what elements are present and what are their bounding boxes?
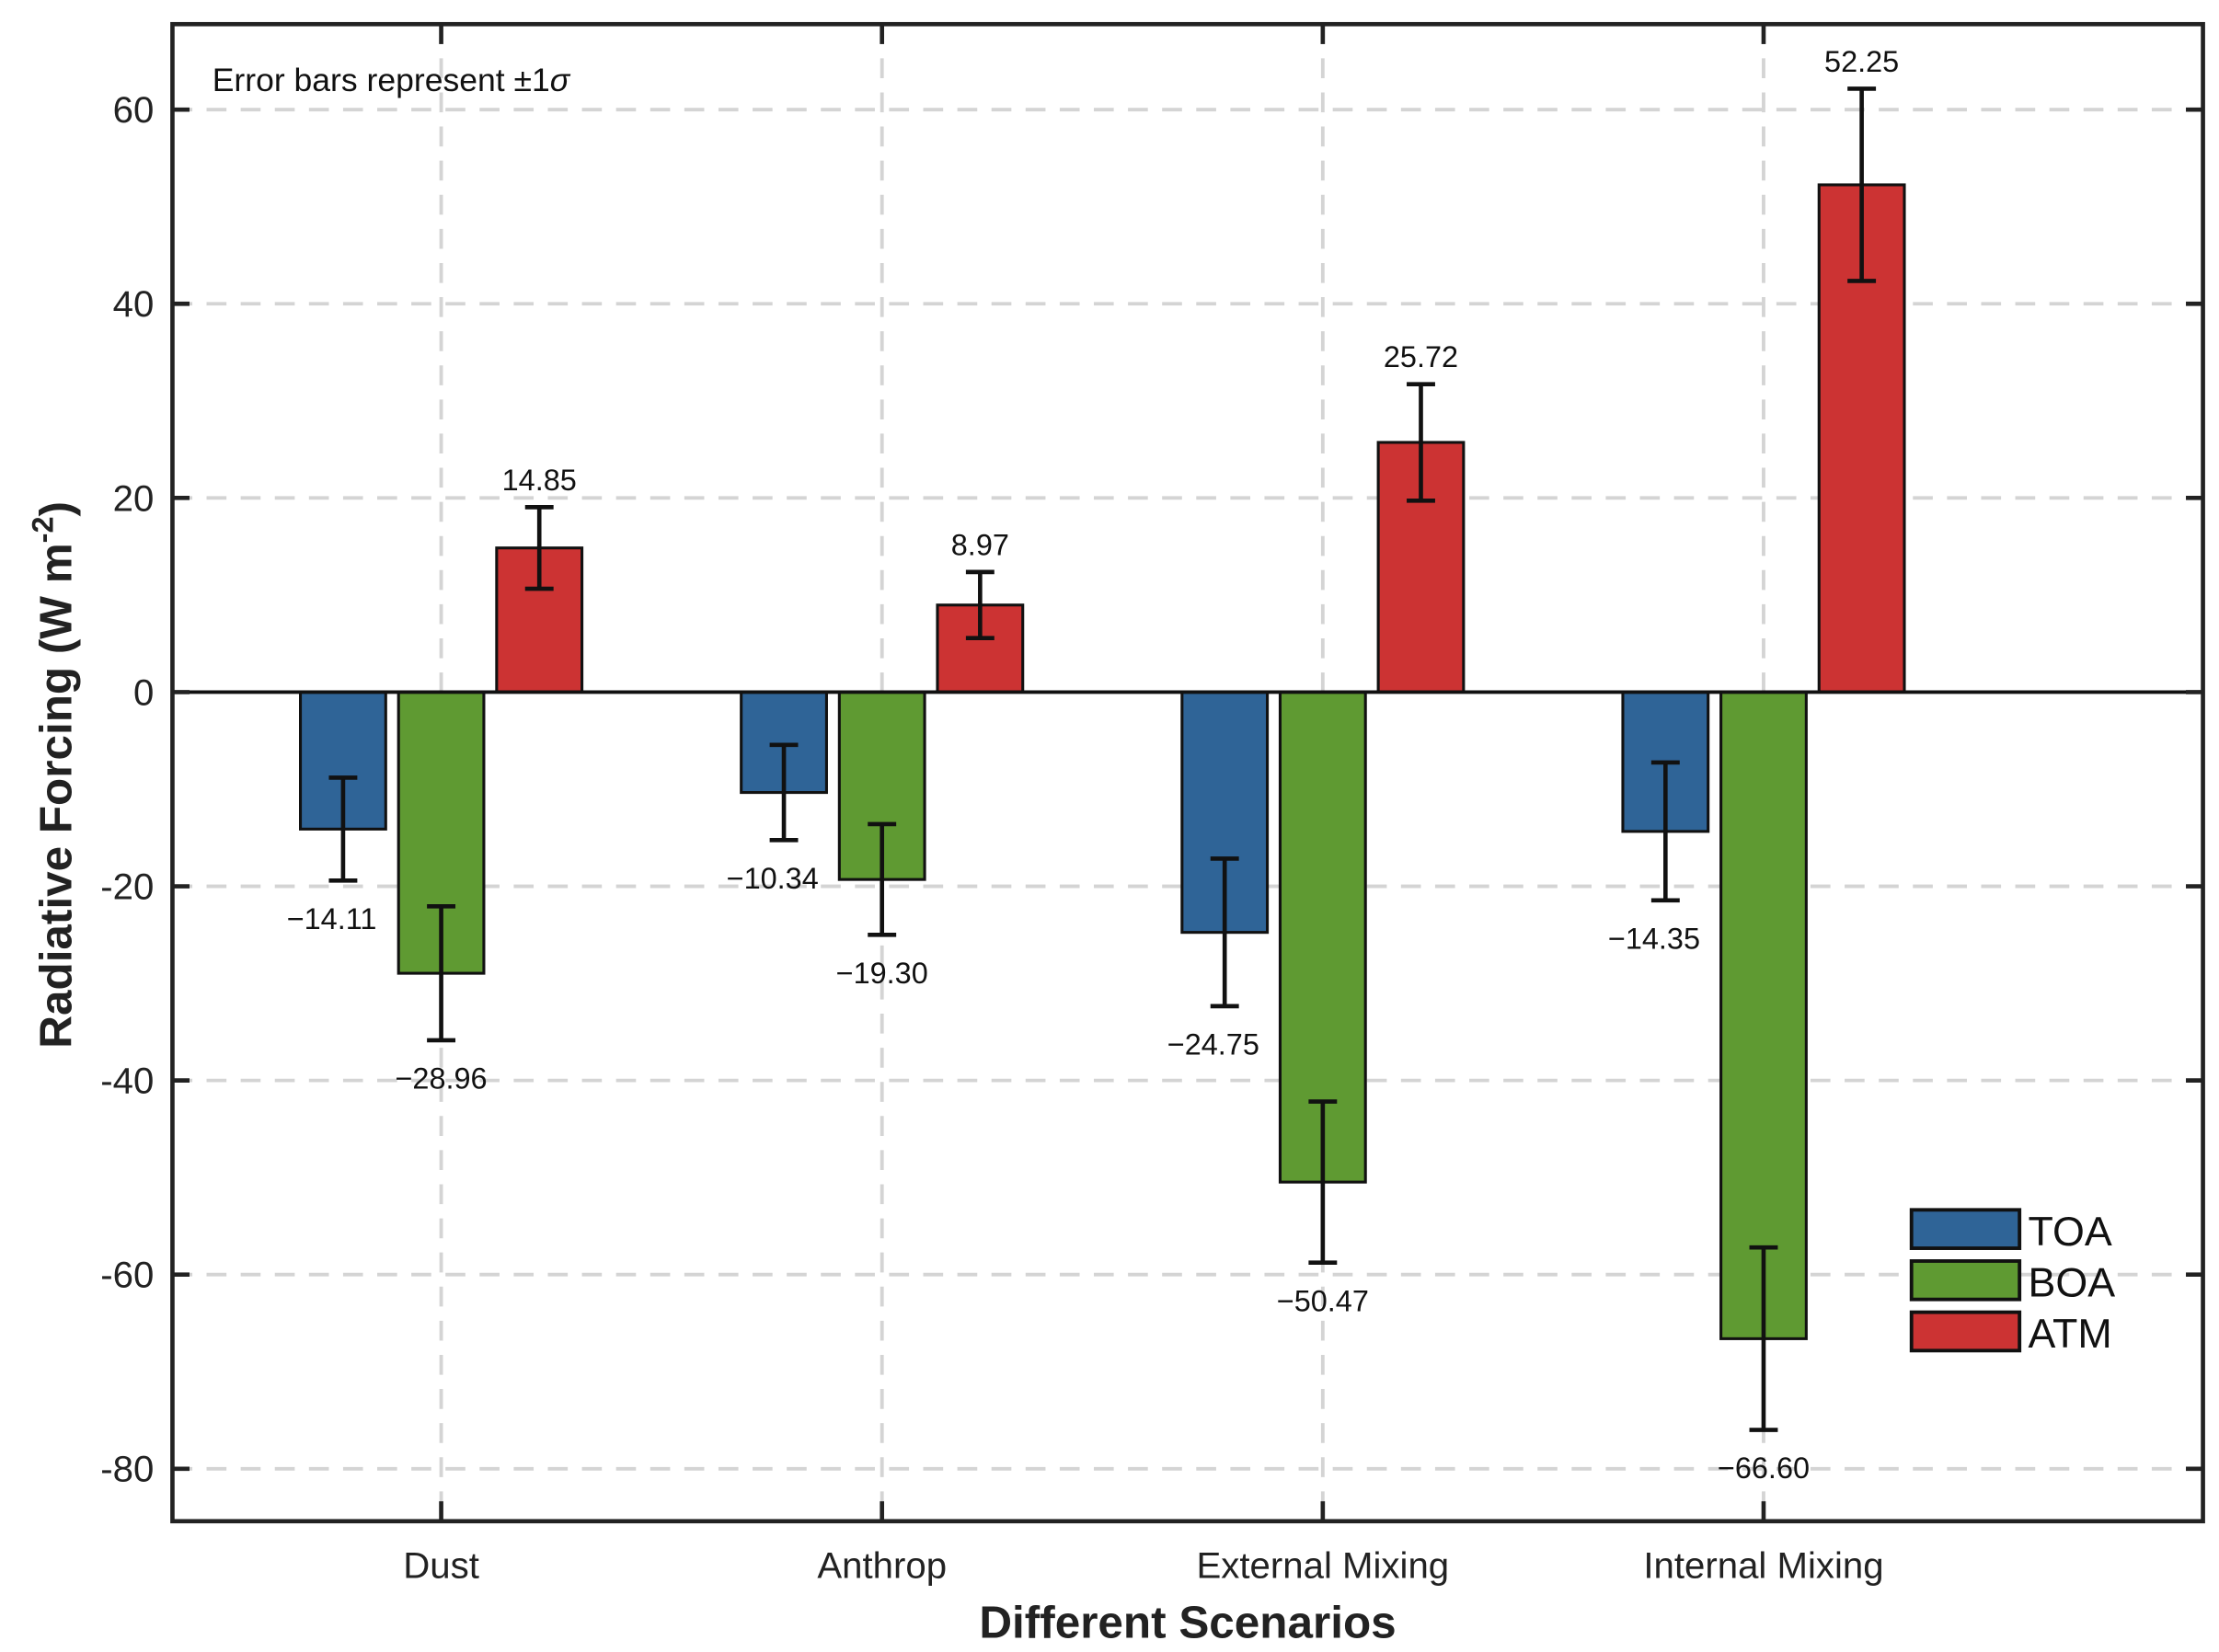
annotation: Error bars represent ±1σ [213, 62, 571, 98]
y-tick-label: -40 [100, 1061, 154, 1102]
y-tick-label: 40 [113, 283, 155, 325]
x-tick-label: Anthrop [817, 1545, 947, 1587]
data-label: −50.47 [1277, 1284, 1369, 1317]
y-axis-label: Radiative Forcing (W m-2) [27, 501, 82, 1049]
legend-label-boa: BOA [2028, 1260, 2115, 1306]
data-label: 52.25 [1824, 45, 1899, 78]
legend-label-atm: ATM [2028, 1311, 2111, 1357]
y-tick-label: 0 [133, 671, 154, 713]
data-labels: −14.11 −10.34 −24.75 −14.35 −28.96 −19.30 −50.… [287, 45, 1900, 1485]
legend-swatch-toa [1909, 1208, 2022, 1250]
legend-swatch-boa [1909, 1259, 2022, 1302]
x-axis-label: Different Scenarios [979, 1598, 1396, 1648]
error-bars [328, 86, 1877, 1432]
y-tick-label: -20 [100, 866, 154, 907]
data-label: −14.35 [1608, 922, 1700, 955]
plot-frame [170, 21, 2205, 1524]
data-label: −28.96 [396, 1061, 488, 1095]
y-tick-label: 20 [113, 477, 155, 519]
axis-ticks: -80 -60 -40 -20 0 20 40 60 Dust Anthrop External M… [100, 24, 2203, 1587]
x-tick-label: Internal Mixing [1643, 1545, 1883, 1587]
bar-boa [1719, 690, 1808, 1340]
data-label: 25.72 [1384, 340, 1458, 373]
legend: TOA BOA ATM [1909, 1208, 2115, 1357]
y-tick-label: 60 [113, 89, 155, 131]
x-tick-label: External Mixing [1197, 1545, 1450, 1587]
legend-label-toa: TOA [2028, 1209, 2111, 1255]
y-tick-label: -80 [100, 1449, 154, 1490]
x-tick-label: Dust [403, 1545, 479, 1587]
data-label: 14.85 [502, 464, 577, 497]
data-label: −19.30 [836, 957, 928, 990]
data-label: 8.97 [951, 528, 1009, 561]
data-label: −14.11 [287, 902, 377, 935]
y-tick-label: -60 [100, 1255, 154, 1296]
data-label: −66.60 [1718, 1451, 1810, 1485]
legend-swatch-atm [1909, 1310, 2022, 1353]
data-label: −10.34 [727, 862, 819, 895]
data-label: −24.75 [1167, 1027, 1259, 1061]
